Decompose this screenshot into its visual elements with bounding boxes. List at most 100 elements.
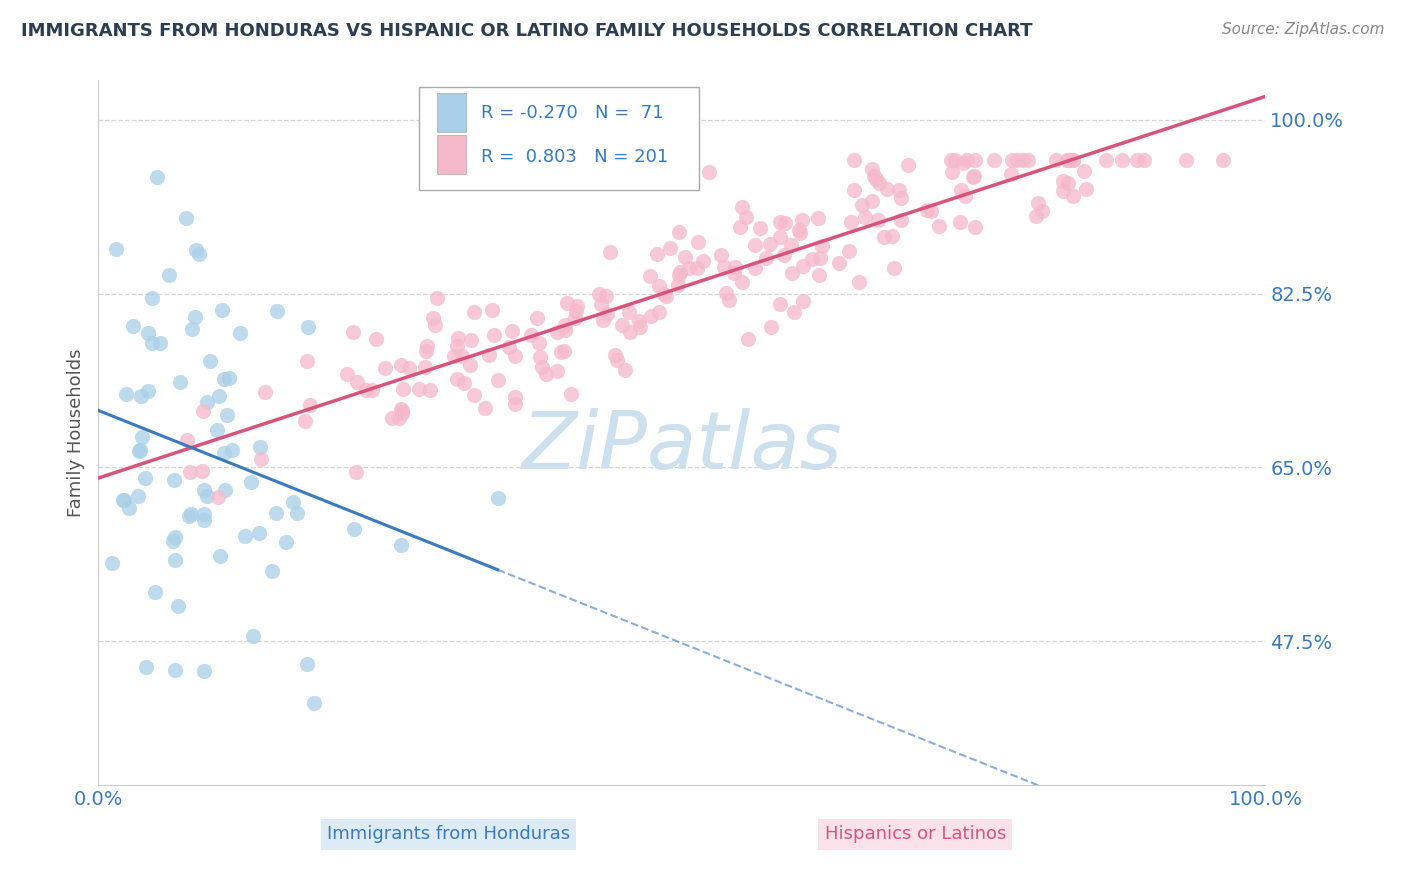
Point <box>692 253 714 268</box>
Point <box>229 326 252 340</box>
Point <box>176 433 198 447</box>
Point <box>853 210 876 224</box>
Point <box>276 535 298 549</box>
Point <box>1175 153 1198 167</box>
Point <box>554 323 576 337</box>
Point <box>744 260 766 275</box>
Text: R =  0.803   N = 201: R = 0.803 N = 201 <box>481 148 668 166</box>
Point <box>686 235 709 249</box>
Point <box>127 489 149 503</box>
Point <box>136 384 159 398</box>
Point <box>141 292 163 306</box>
Point <box>205 423 228 437</box>
Point <box>882 229 904 244</box>
Text: Immigrants from Honduras: Immigrants from Honduras <box>328 825 569 843</box>
Point <box>873 229 896 244</box>
Point <box>214 483 236 497</box>
Point <box>422 310 444 325</box>
Point <box>588 286 610 301</box>
Point <box>783 305 806 319</box>
Point <box>1111 153 1133 167</box>
Point <box>807 211 830 226</box>
Point <box>773 215 796 229</box>
Text: Source: ZipAtlas.com: Source: ZipAtlas.com <box>1222 22 1385 37</box>
Point <box>114 387 136 401</box>
Point <box>717 293 740 308</box>
Point <box>716 285 738 300</box>
Point <box>343 522 366 536</box>
Point <box>956 153 979 167</box>
Point <box>366 332 388 346</box>
Point <box>451 349 474 363</box>
Point <box>1052 185 1074 199</box>
Point <box>218 371 240 385</box>
Point <box>398 360 420 375</box>
Point <box>111 493 134 508</box>
Point <box>554 318 576 333</box>
Point <box>391 404 413 418</box>
Point <box>460 333 482 347</box>
Point <box>1057 153 1080 167</box>
Point <box>1011 153 1033 167</box>
Point <box>447 330 470 344</box>
Point <box>1073 164 1095 178</box>
Point <box>128 444 150 458</box>
Point <box>295 354 318 368</box>
Point <box>1026 195 1049 210</box>
Point <box>744 237 766 252</box>
Point <box>553 343 575 358</box>
Point <box>606 353 628 368</box>
Point <box>591 297 613 311</box>
Point <box>191 464 214 478</box>
Point <box>501 324 523 338</box>
Point <box>415 343 437 358</box>
Point <box>299 398 322 412</box>
Point <box>193 483 215 498</box>
Point <box>915 202 938 217</box>
Point <box>520 328 543 343</box>
Point <box>983 153 1005 167</box>
Point <box>1052 173 1074 187</box>
Point <box>628 320 651 334</box>
Point <box>266 304 288 318</box>
Point <box>887 184 910 198</box>
Point <box>728 219 751 234</box>
Point <box>962 169 984 184</box>
Point <box>530 360 553 375</box>
Point <box>163 530 186 544</box>
Point <box>697 165 720 179</box>
Point <box>101 557 124 571</box>
Point <box>1212 153 1234 167</box>
Y-axis label: Family Households: Family Households <box>66 349 84 516</box>
Point <box>247 526 270 541</box>
Point <box>392 382 415 396</box>
Point <box>180 507 202 521</box>
Point <box>950 183 973 197</box>
Point <box>112 492 135 507</box>
Point <box>883 260 905 275</box>
Point <box>446 339 468 353</box>
Point <box>1062 153 1084 167</box>
Point <box>211 302 233 317</box>
Point <box>361 383 384 397</box>
Point <box>547 364 569 378</box>
Point <box>295 657 318 671</box>
Point <box>157 268 180 282</box>
Point <box>614 362 637 376</box>
Point <box>939 153 962 167</box>
Point <box>838 244 860 259</box>
Point <box>336 368 359 382</box>
Point <box>860 161 883 176</box>
Point <box>839 215 862 229</box>
Point <box>381 411 404 425</box>
Point <box>603 348 626 362</box>
Point <box>860 194 883 208</box>
Point <box>749 220 772 235</box>
FancyBboxPatch shape <box>419 87 699 189</box>
Point <box>565 304 588 318</box>
Point <box>302 696 325 710</box>
Point <box>134 471 156 485</box>
Point <box>526 310 548 325</box>
Point <box>221 443 243 458</box>
Point <box>527 335 550 350</box>
